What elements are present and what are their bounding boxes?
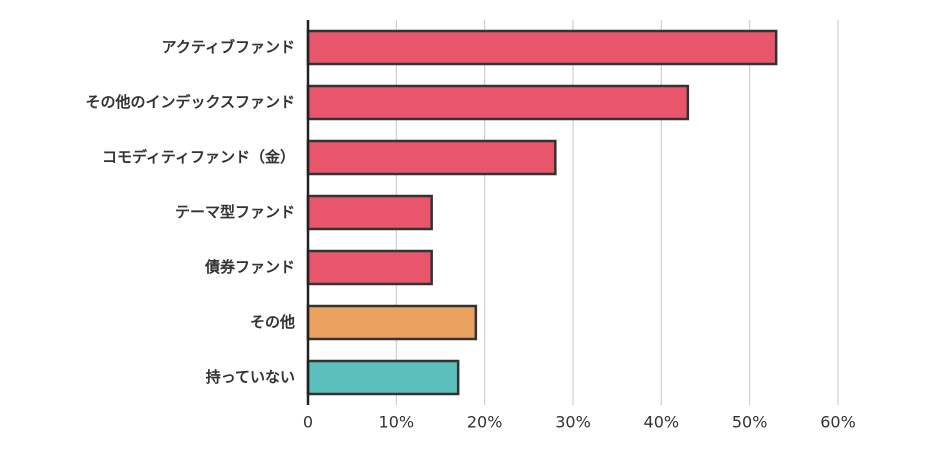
y-tick-label: 債券ファンド [204, 258, 295, 276]
y-tick-label: 持っていない [206, 368, 295, 386]
bar [306, 29, 778, 66]
bar [306, 304, 478, 341]
y-tick-label: その他のインデックスファンド [85, 93, 295, 111]
x-tick-label: 20% [467, 413, 503, 432]
y-tick-label: テーマ型ファンド [175, 203, 295, 221]
bar [306, 249, 433, 286]
y-tick-label: アクティブファンド [162, 38, 295, 56]
x-tick-label: 30% [555, 413, 591, 432]
bar [306, 84, 690, 121]
bar [306, 139, 557, 176]
bar [306, 359, 460, 396]
x-tick-label: 50% [732, 413, 768, 432]
x-tick-label: 60% [820, 413, 856, 432]
bar [306, 194, 433, 231]
x-tick-label: 10% [379, 413, 415, 432]
y-tick-label: その他 [250, 313, 295, 331]
x-tick-label: 0 [303, 413, 313, 432]
y-tick-label: コモディティファンド（金） [102, 148, 295, 166]
x-tick-label: 40% [644, 413, 680, 432]
